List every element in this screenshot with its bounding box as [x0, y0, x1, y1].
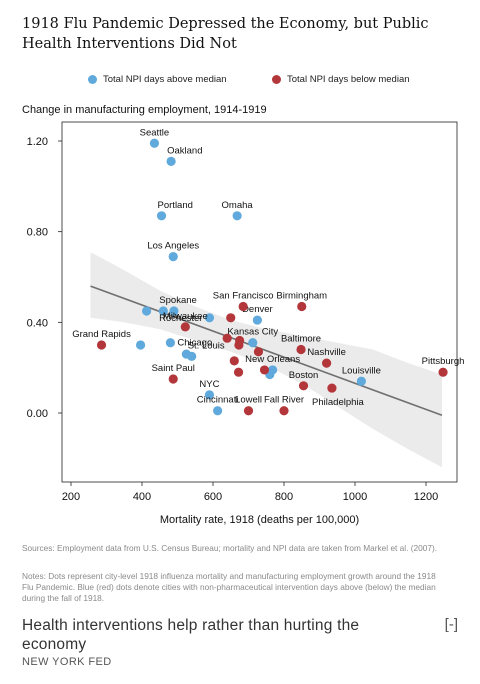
- point-label-1-0: Grand Rapids: [72, 329, 131, 340]
- x-tick-label-1000: 1000: [343, 491, 367, 503]
- point-label-1-9: Baltimore: [281, 334, 321, 345]
- data-point-0-7: [169, 306, 179, 316]
- caption: Health interventions help rather than hu…: [22, 617, 360, 653]
- point-label-0-6: Spokane: [159, 295, 197, 306]
- x-tick-label-800: 800: [275, 491, 293, 503]
- point-label-0-1: Oakland: [167, 145, 202, 156]
- data-point-0-9: [252, 315, 262, 325]
- data-point-1-0: [96, 340, 107, 350]
- y-tick-label-1: 0.40: [27, 317, 48, 329]
- data-point-1-15: [298, 381, 309, 391]
- legend-item-above: Total NPI days above median: [88, 74, 227, 85]
- data-point-1-16: [327, 383, 337, 393]
- data-point-1-11: [229, 356, 239, 366]
- data-point-0-19: [213, 406, 223, 416]
- sources-note: Sources: Employment data from U.S. Censu…: [22, 543, 438, 553]
- chart-title: 1918 Flu Pandemic Depressed the Economy,…: [22, 16, 429, 52]
- data-point-0-10: [135, 340, 146, 350]
- data-point-0-11: [165, 338, 175, 348]
- data-point-1-2: [297, 301, 307, 312]
- data-point-1-18: [243, 406, 254, 416]
- point-label-0-15: New Orleans: [245, 354, 300, 365]
- y-tick-label-3: 1.20: [27, 136, 48, 148]
- data-point-1-3: [226, 313, 236, 323]
- point-label-0-18: NYC: [199, 379, 219, 390]
- data-point-1-12: [259, 365, 270, 375]
- notes-text: Notes: Dots represent city-level 1918 in…: [22, 571, 436, 603]
- point-label-1-10: Nashville: [307, 347, 346, 358]
- x-tick-label-400: 400: [133, 491, 151, 503]
- source-label: NEW YORK FED: [22, 656, 112, 668]
- data-point-1-7: [234, 340, 244, 350]
- point-label-0-17: Louisville: [342, 365, 381, 376]
- data-point-0-14: [187, 351, 197, 361]
- data-point-1-1: [238, 301, 248, 312]
- data-point-0-3: [232, 211, 242, 221]
- point-label-1-15: Boston: [289, 370, 319, 381]
- data-point-0-8: [204, 313, 215, 323]
- data-point-1-5: [222, 333, 232, 343]
- data-point-0-0: [149, 138, 160, 148]
- data-point-1-4: [180, 322, 190, 332]
- point-label-0-11: Chicago: [177, 338, 212, 349]
- point-label-1-4: Milwaukee: [163, 311, 208, 322]
- point-label-0-8: Rochester: [159, 313, 202, 324]
- point-label-1-19: Fall River: [264, 395, 304, 406]
- point-label-0-2: Portland: [158, 200, 193, 211]
- x-tick-label-200: 200: [62, 491, 80, 503]
- point-label-1-14: Saint Paul: [152, 363, 195, 374]
- data-point-1-10: [322, 358, 332, 368]
- data-point-1-9: [296, 344, 306, 355]
- data-point-1-13: [233, 367, 244, 377]
- data-point-0-17: [356, 376, 366, 386]
- data-point-0-1: [166, 156, 176, 166]
- legend-label-below: Total NPI days below median: [287, 74, 410, 85]
- legend-dot-below: [272, 75, 281, 84]
- legend-dot-above: [88, 75, 97, 84]
- x-tick-label-1200: 1200: [414, 491, 438, 503]
- data-point-0-5: [142, 306, 152, 316]
- data-point-0-18: [204, 390, 215, 400]
- point-label-1-18: Lowell: [235, 395, 262, 406]
- point-label-1-2: Birmingham: [276, 290, 327, 301]
- data-point-0-6: [158, 306, 168, 316]
- data-point-1-8: [253, 347, 264, 357]
- chart-subtitle: Change in manufacturing employment, 1914…: [22, 104, 267, 116]
- data-point-0-12: [248, 338, 258, 348]
- legend-label-above: Total NPI days above median: [103, 74, 227, 85]
- point-label-0-3: Omaha: [222, 200, 254, 211]
- point-label-1-16: Philadelphia: [312, 397, 364, 408]
- x-tick-label-600: 600: [204, 491, 222, 503]
- scatter-chart: 200 400 600 800 1000 1200 0.00 0.40 0.80 1.20 Mort…: [27, 121, 465, 526]
- data-point-1-19: [279, 406, 289, 416]
- y-tick-label-0: 0.00: [27, 408, 48, 420]
- point-label-0-4: Los Angeles: [147, 241, 199, 252]
- collapse-toggle-button[interactable]: [-]: [444, 616, 458, 633]
- data-point-1-14: [168, 374, 178, 384]
- legend-item-below: Total NPI days below median: [272, 74, 410, 85]
- point-label-0-14: St. Louis: [188, 340, 225, 351]
- data-point-0-2: [156, 211, 167, 221]
- point-label-0-12: Kansas City: [227, 327, 278, 338]
- point-label-1-17: Pittsburgh: [422, 356, 465, 367]
- point-label-1-1: San Francisco: [213, 290, 274, 301]
- plot-frame: [61, 121, 458, 483]
- data-point-0-4: [168, 252, 178, 262]
- point-label-0-0: Seattle: [140, 127, 170, 138]
- point-label-0-19: Cincinnati: [197, 395, 239, 406]
- y-tick-label-2: 0.80: [27, 227, 48, 239]
- confidence-band: [90, 252, 442, 468]
- x-axis-label: Mortality rate, 1918 (deaths per 100,000…: [160, 514, 359, 526]
- point-label-0-9: Denver: [242, 304, 273, 315]
- data-point-1-17: [438, 367, 448, 377]
